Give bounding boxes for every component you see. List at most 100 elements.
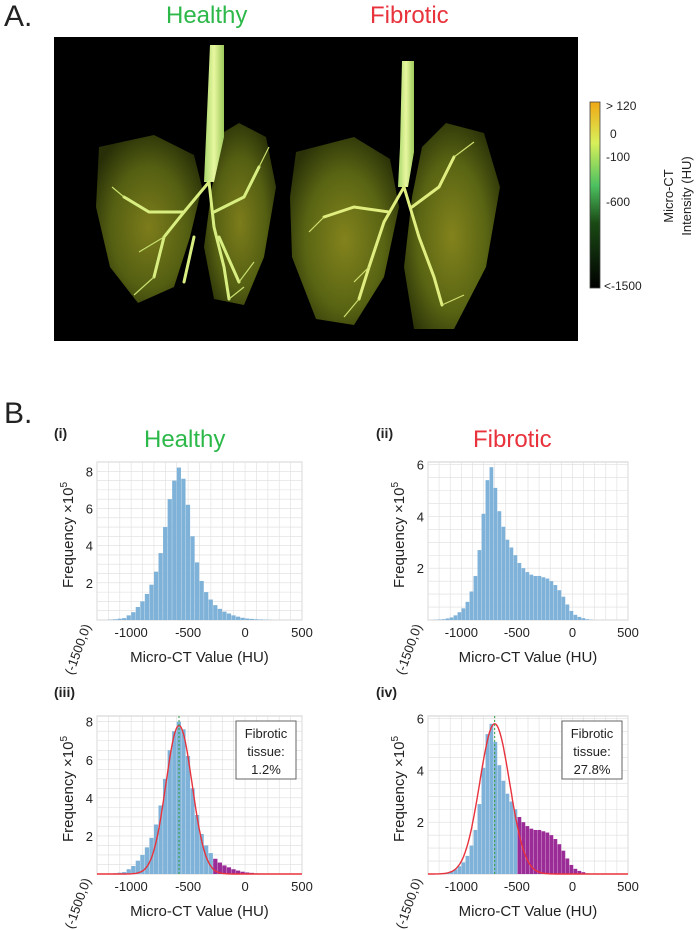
histogram-bar: [477, 804, 482, 874]
histogram-bar: [449, 617, 454, 620]
histogram-bar: [461, 862, 466, 874]
x-tick-label: -500: [175, 879, 201, 894]
colorbar-tick-label: 0: [610, 127, 617, 141]
histogram-bar: [254, 619, 259, 620]
x-tick-label: -1000: [115, 625, 148, 640]
histogram-bar: [485, 734, 490, 874]
x-tick-label: 0: [241, 625, 248, 640]
histogram-bar: [509, 801, 514, 874]
x-axis-label: Micro-CT Value (HU): [130, 649, 269, 666]
histogram-bar: [457, 866, 462, 874]
histogram-bar: [505, 793, 510, 874]
histogram-bar: [517, 563, 522, 620]
histogram-bar: [190, 788, 195, 874]
y-tick-label: 2: [86, 576, 93, 591]
histogram-bar: [469, 845, 474, 874]
histogram-bar: [185, 504, 191, 620]
y-axis-label-text: Frequency ×10: [60, 742, 77, 842]
histogram-bar: [199, 834, 204, 874]
origin-label: (-1500,0): [62, 876, 94, 930]
histogram-bar: [541, 831, 546, 874]
histogram-bar: [585, 619, 590, 620]
panel-tag: (iv): [376, 684, 397, 700]
histogram-bar: [493, 741, 498, 874]
colorbar-tick-label: > 120: [606, 100, 637, 113]
histogram-bar: [140, 601, 145, 620]
histogram-iii: (iii) Fibrotic tissue: 1.2% -1000 -500 0 500 2 4 6…: [54, 684, 313, 930]
y-tick-label: 2: [417, 561, 424, 576]
histogram-bar: [204, 845, 209, 874]
histogram-bar: [561, 850, 566, 874]
gaussian-fit-curve: [97, 724, 302, 875]
fibrotic-annotation-text: tissue:: [247, 744, 285, 759]
x-tick-label: -1000: [445, 625, 478, 640]
histogram-bar: [513, 555, 518, 620]
y-tick-label: 4: [417, 763, 424, 778]
histogram-bar: [525, 826, 530, 874]
y-axis-label-exponent: 5: [59, 482, 70, 488]
y-tick-label: 4: [86, 539, 93, 554]
histogram-bar: [529, 828, 534, 874]
histogram-bar: [477, 550, 482, 620]
fibrotic-annotation-text: 27.8%: [574, 762, 611, 777]
y-tick-label: 6: [86, 501, 93, 516]
histogram-bar: [537, 575, 542, 620]
histogram-bar: [222, 865, 227, 874]
histogram-ii: (ii) -1000 -500 0 500 2 4 6 (-1500,0) Micro-CT Va…: [376, 425, 639, 677]
y-tick-label: 2: [417, 815, 424, 830]
histogram-bar: [497, 765, 502, 874]
fibrotic-annotation-text: tissue:: [573, 744, 611, 759]
histogram-bar: [573, 868, 578, 874]
histogram-bar: [167, 750, 172, 874]
panel-a-letter: A.: [4, 0, 33, 33]
histogram-bar: [149, 584, 154, 620]
histogram-bar: [581, 872, 586, 874]
colorbar-tick-label: -100: [606, 150, 630, 164]
histogram-bar: [453, 869, 458, 874]
fibrotic-annotation-text: Fibrotic: [571, 726, 614, 741]
histogram-bar: [176, 467, 181, 620]
histogram-bar: [553, 585, 558, 620]
x-tick-label: -500: [175, 625, 201, 640]
histogram-bar: [557, 844, 562, 874]
y-tick-label: 8: [86, 715, 93, 730]
histogram-bar: [533, 829, 538, 874]
histogram-bar: [226, 867, 232, 874]
histogram-bar: [473, 575, 478, 620]
histogram-bar: [577, 870, 582, 874]
histogram-bar: [153, 571, 159, 620]
histogram-bar: [144, 847, 150, 874]
x-tick-label: -1000: [445, 879, 478, 894]
histogram-bar: [258, 619, 263, 620]
histogram-bar: [181, 729, 186, 874]
panel-a-title-healthy: Healthy: [166, 2, 248, 29]
histogram-i: (i) -1000 -500 0 500 2 4 6 8 (-1500,0) Micro-CT Va…: [54, 425, 313, 677]
healthy-lung: [96, 45, 276, 305]
histogram-bar: [217, 608, 222, 620]
y-axis-label-exponent: 5: [390, 482, 401, 488]
histogram-bar: [561, 596, 566, 620]
histogram-bar: [553, 839, 558, 874]
y-axis-label-text: Frequency ×10: [60, 488, 77, 588]
colorbar: > 120 0 -100 -600 <-1500 Micro-CT Intens…: [589, 100, 694, 293]
histogram-bar: [135, 860, 140, 874]
y-tick-label: 6: [417, 458, 424, 473]
colorbar-label-line2: Intensity (HU): [679, 156, 694, 235]
histogram-bar: [185, 755, 191, 874]
histogram-bar: [437, 619, 442, 620]
histogram-bar: [226, 613, 232, 620]
histogram-bar: [565, 858, 570, 874]
panel-b-letter: B.: [4, 397, 33, 430]
fibrotic-annotation-box: [235, 720, 297, 780]
histogram-bar: [557, 590, 562, 620]
histogram-bar: [194, 562, 200, 620]
y-axis-label-text: Frequency ×10: [391, 742, 408, 842]
fibrotic-annotation-text: Fibrotic: [245, 726, 288, 741]
y-tick-label: 6: [417, 712, 424, 727]
histogram-bar: [194, 814, 200, 874]
y-axis-label-exponent: 5: [59, 736, 70, 742]
y-tick-label: 4: [417, 509, 424, 524]
histogram-bar: [131, 612, 136, 620]
histogram-bar: [153, 824, 159, 874]
histogram-bar: [122, 872, 127, 874]
